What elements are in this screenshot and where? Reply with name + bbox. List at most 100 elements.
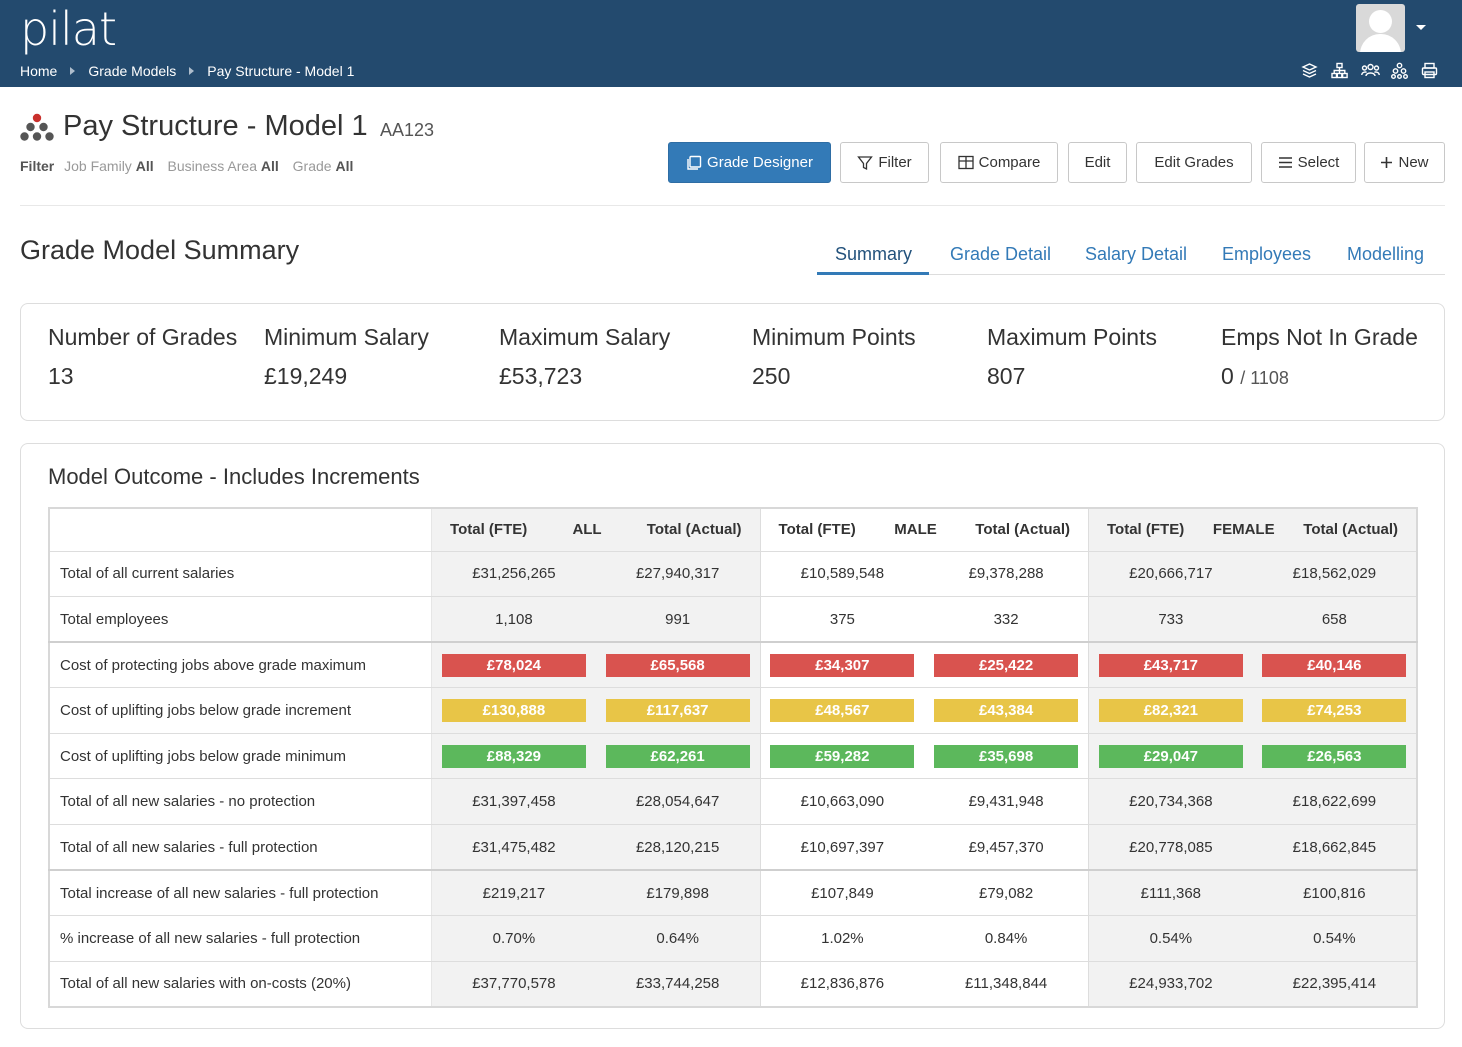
amber-value-badge[interactable]: £74,253 <box>1262 699 1407 723</box>
table-row: Total of all current salaries £31,256,265… <box>49 551 1417 598</box>
tab-employees[interactable]: Employees <box>1222 244 1312 264</box>
stat-value: 250 <box>752 363 791 389</box>
green-value-badge[interactable]: £26,563 <box>1262 744 1407 768</box>
filter-value-job-family[interactable]: All <box>135 158 154 174</box>
green-value-badge[interactable]: £88,329 <box>441 744 586 768</box>
structure-icon[interactable] <box>1391 62 1408 79</box>
green-value-badge[interactable]: £35,698 <box>934 744 1079 768</box>
model-code: AA123 <box>380 120 435 140</box>
table-cell: £48,567 <box>759 687 925 734</box>
table-row: Cost of protecting jobs above grade maxi… <box>49 641 1417 689</box>
edit-grades-button[interactable]: Edit Grades <box>1136 142 1252 183</box>
divider <box>20 205 1445 206</box>
red-value-badge[interactable]: £78,024 <box>441 653 586 677</box>
tab-salary-detail[interactable]: Salary Detail <box>1085 244 1188 264</box>
grade-designer-button[interactable]: Grade Designer <box>668 142 831 183</box>
stat-label: Maximum Salary <box>499 324 671 350</box>
new-button[interactable]: New <box>1364 142 1445 183</box>
group-header-male: Total (FTE) MALE Total (Actual) <box>759 508 1089 552</box>
table-cell: £25,422 <box>924 641 1089 689</box>
table-cell: £12,836,876 <box>759 961 925 1008</box>
header-icon-bar <box>1301 62 1438 79</box>
red-value-badge[interactable]: £40,146 <box>1262 653 1407 677</box>
user-avatar[interactable] <box>1356 4 1405 52</box>
table-cell: £40,146 <box>1252 641 1417 689</box>
green-value-badge[interactable]: £62,261 <box>605 744 750 768</box>
green-value-badge[interactable]: £59,282 <box>770 744 915 768</box>
model-outcome-card: Model Outcome - Includes Increments Tota… <box>20 443 1445 1029</box>
top-bar: pilat Home Grade Models Pay Structure - … <box>0 0 1462 87</box>
table-cell: £111,368 <box>1087 869 1253 917</box>
table-cell: £18,662,845 <box>1252 824 1417 871</box>
stat-minimum-points: Minimum Points 250 <box>752 324 916 390</box>
table-cell: £28,120,215 <box>595 824 761 871</box>
layers-icon[interactable] <box>1301 62 1318 79</box>
stat-label: Maximum Points <box>987 324 1157 350</box>
app-logo[interactable]: pilat <box>20 2 117 56</box>
copy-icon <box>687 155 702 170</box>
amber-value-badge[interactable]: £48,567 <box>770 699 915 723</box>
summary-stats-card: Number of Grades 13 Minimum Salary £19,2… <box>20 303 1445 421</box>
compare-button[interactable]: Compare <box>940 142 1058 183</box>
table-cell: 375 <box>759 596 925 643</box>
table-cell: 0.54% <box>1087 915 1253 962</box>
stat-maximum-salary: Maximum Salary £53,723 <box>499 324 670 390</box>
red-value-badge[interactable]: £25,422 <box>934 653 1079 677</box>
amber-value-badge[interactable]: £130,888 <box>441 699 586 723</box>
table-cell: £29,047 <box>1087 733 1253 780</box>
red-value-badge[interactable]: £65,568 <box>605 653 750 677</box>
red-value-badge[interactable]: £34,307 <box>770 653 915 677</box>
red-value-badge[interactable]: £43,717 <box>1098 653 1243 677</box>
filter-button[interactable]: Filter <box>840 142 929 183</box>
table-cell: £100,816 <box>1252 869 1417 917</box>
table-cell: £78,024 <box>431 641 596 689</box>
table-cell: £107,849 <box>759 869 925 917</box>
table-row: Cost of uplifting jobs below grade minim… <box>49 733 1417 780</box>
chevron-down-icon[interactable] <box>1416 25 1426 30</box>
breadcrumb-home[interactable]: Home <box>20 63 58 79</box>
row-label: Total of all new salaries - full protect… <box>49 824 433 871</box>
table-cell: £130,888 <box>431 687 596 734</box>
amber-value-badge[interactable]: £43,384 <box>934 699 1079 723</box>
filter-key-job-family: Job Family <box>64 158 132 174</box>
table-row: % increase of all new salaries - full pr… <box>49 915 1417 962</box>
active-filters: Filter Job Family All Business Area All … <box>20 158 363 174</box>
print-icon[interactable] <box>1421 62 1438 79</box>
tab-modelling[interactable]: Modelling <box>1347 244 1425 264</box>
filter-value-business-area[interactable]: All <box>260 158 279 174</box>
stat-value: 807 <box>987 363 1026 389</box>
table-cell: £18,562,029 <box>1252 551 1417 598</box>
table-cell: £20,666,717 <box>1087 551 1253 598</box>
table-cell: 991 <box>595 596 761 643</box>
stat-value: 13 <box>48 363 74 389</box>
table-cell: £22,395,414 <box>1252 961 1417 1008</box>
stat-emps-not-in-grade: Emps Not In Grade 0 / 1108 <box>1221 324 1418 390</box>
breadcrumb-grade-models[interactable]: Grade Models <box>88 63 177 79</box>
stat-number-of-grades: Number of Grades 13 <box>48 324 237 390</box>
table-cell: £27,940,317 <box>595 551 761 598</box>
table-row: Total of all new salaries with on-costs … <box>49 961 1417 1008</box>
table-cell: £26,563 <box>1252 733 1417 780</box>
table-cell: £35,698 <box>924 733 1089 780</box>
amber-value-badge[interactable]: £117,637 <box>605 699 750 723</box>
table-cell: £31,475,482 <box>431 824 596 871</box>
hierarchy-icon[interactable] <box>1331 62 1348 79</box>
table-row: Total employees 1,108 991 375 332 733 658 <box>49 596 1417 643</box>
green-value-badge[interactable]: £29,047 <box>1098 744 1243 768</box>
amber-value-badge[interactable]: £82,321 <box>1098 699 1243 723</box>
filter-value-grade[interactable]: All <box>335 158 354 174</box>
table-row: Total increase of all new salaries - ful… <box>49 869 1417 917</box>
users-icon[interactable] <box>1361 62 1380 79</box>
table-cell: £117,637 <box>595 687 761 734</box>
table-cell: £31,256,265 <box>431 551 596 598</box>
table-cell: 733 <box>1087 596 1253 643</box>
table-cell: £10,697,397 <box>759 824 925 871</box>
table-cell: 1,108 <box>431 596 596 643</box>
tab-summary[interactable]: Summary <box>835 244 913 264</box>
row-label: Cost of uplifting jobs below grade incre… <box>49 687 433 734</box>
table-cell: £59,282 <box>759 733 925 780</box>
edit-button[interactable]: Edit <box>1068 142 1127 183</box>
plus-icon <box>1381 157 1393 168</box>
select-button[interactable]: Select <box>1261 142 1356 183</box>
tab-grade-detail[interactable]: Grade Detail <box>950 244 1052 264</box>
